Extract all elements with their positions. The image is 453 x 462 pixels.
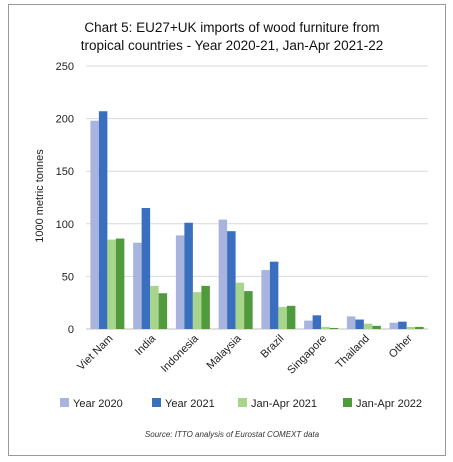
bar-singapore-year-2021 [312, 315, 322, 329]
legend-label: Jan-Apr 2021 [251, 398, 317, 410]
bar-malaysia-year-2021 [227, 231, 236, 329]
chart-title-line-1: Chart 5: EU27+UK imports of wood furnitu… [84, 20, 379, 35]
legend-label: Jan-Apr 2022 [356, 398, 422, 410]
bar-brazil-year-2020 [261, 270, 270, 329]
x-tick-labels: Viet Nam India Indonesia Malaysia BrazilSing… [75, 332, 415, 377]
y-tick-label: 50 [62, 271, 74, 283]
x-tick-label: Thailand [334, 333, 372, 371]
bar-viet-nam-year-2021 [98, 111, 108, 330]
x-tick-label: Singapore [285, 333, 329, 377]
bar-singapore-jan-apr-2021 [321, 326, 330, 329]
bar-thailand-jan-apr-2022 [372, 325, 381, 329]
bar-other-year-2021 [398, 321, 407, 329]
bars [90, 111, 424, 330]
legend-swatch [60, 398, 69, 407]
y-tick-label: 0 [68, 324, 74, 336]
bar-thailand-year-2021 [355, 319, 364, 329]
bar-indonesia-year-2020 [175, 235, 185, 329]
bar-brazil-jan-apr-2021 [278, 306, 287, 329]
bar-india-year-2020 [133, 242, 142, 329]
bar-indonesia-jan-apr-2021 [192, 292, 202, 329]
legend-label: Year 2020 [73, 398, 123, 410]
bar-india-year-2021 [141, 208, 151, 329]
source-note: Source: ITTO analysis of Eurostat COMEXT… [145, 430, 320, 439]
y-tick-label: 250 [56, 61, 74, 73]
bar-thailand-year-2020 [346, 316, 356, 329]
legend-swatch [343, 398, 352, 407]
y-axis-label: 1000 metric tonnes [34, 149, 46, 243]
bar-india-jan-apr-2021 [150, 285, 159, 329]
legend-swatch [238, 398, 247, 407]
bar-singapore-year-2020 [304, 320, 313, 329]
y-tick-labels: 0 50 100 150 200 250 [56, 61, 74, 336]
bar-malaysia-year-2020 [218, 219, 228, 329]
legend: Year 2020 Year 2021 Jan-Apr 2021 Jan-Apr 20… [60, 398, 422, 410]
x-tick-label: Viet Nam [75, 333, 115, 373]
chart-title-line-2: tropical countries - Year 2020-21, Jan-A… [81, 38, 383, 53]
bar-india-jan-apr-2022 [158, 293, 168, 329]
bar-viet-nam-jan-apr-2021 [107, 239, 116, 329]
bar-malaysia-jan-apr-2022 [244, 291, 253, 329]
y-tick-label: 200 [56, 114, 74, 126]
y-tick-label: 100 [56, 219, 74, 231]
bar-other-jan-apr-2021 [406, 326, 416, 329]
bar-other-year-2020 [389, 322, 399, 329]
x-tick-label: Malaysia [205, 332, 245, 372]
bar-malaysia-jan-apr-2021 [235, 282, 245, 329]
bar-brazil-jan-apr-2022 [286, 305, 296, 329]
bar-indonesia-year-2021 [184, 222, 193, 329]
x-tick-label: India [133, 332, 159, 358]
bar-viet-nam-year-2020 [90, 120, 99, 329]
bar-brazil-year-2021 [269, 261, 279, 329]
x-tick-label: Brazil [259, 333, 287, 361]
bar-indonesia-jan-apr-2022 [201, 285, 210, 329]
legend-swatch [152, 398, 161, 407]
bar-viet-nam-jan-apr-2022 [115, 238, 125, 329]
bar-other-jan-apr-2022 [415, 326, 424, 329]
x-tick-label: Indonesia [159, 332, 202, 375]
bar-thailand-jan-apr-2021 [363, 323, 373, 329]
legend-label: Year 2021 [165, 398, 215, 410]
bar-singapore-jan-apr-2022 [329, 327, 339, 329]
x-tick-label: Other [387, 332, 415, 360]
y-tick-label: 150 [56, 166, 74, 178]
